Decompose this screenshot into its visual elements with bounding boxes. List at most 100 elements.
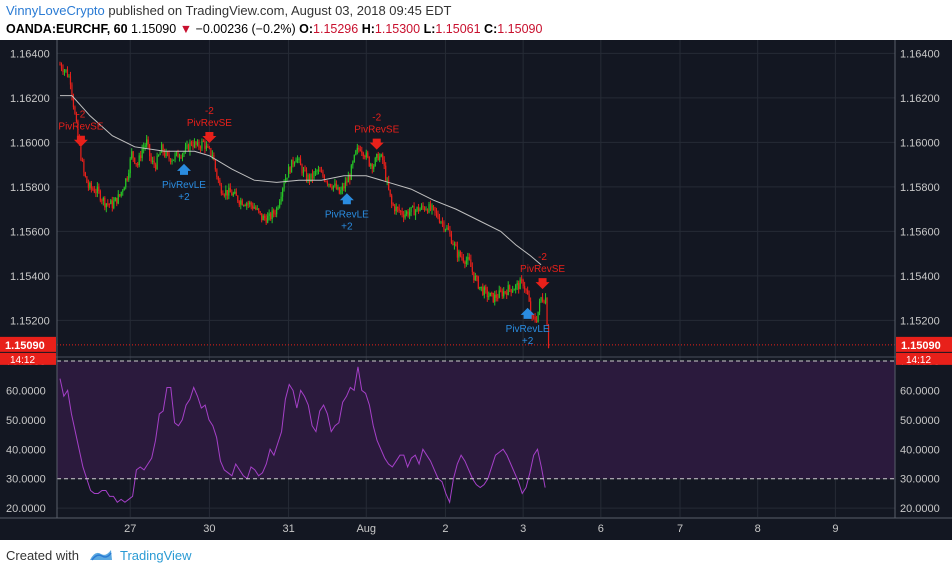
chart-area[interactable]: -2 PivRevSE -2 PivRevSE -2 PivRevSE -2 PivRevSE… bbox=[0, 40, 952, 540]
candle-body bbox=[202, 141, 205, 143]
time-tick-label: 31 bbox=[282, 523, 294, 535]
candle-body bbox=[535, 320, 538, 322]
candle-body bbox=[116, 197, 118, 204]
candle-body bbox=[386, 180, 388, 182]
candle-body bbox=[547, 325, 550, 348]
rsi-tick-left: 30.0000 bbox=[6, 474, 46, 486]
candle-body bbox=[382, 154, 384, 161]
candle-body bbox=[328, 184, 330, 186]
candle-body bbox=[274, 213, 276, 215]
candle-body bbox=[261, 213, 263, 221]
candle-body bbox=[434, 207, 436, 212]
candle-body bbox=[440, 221, 442, 223]
candle-body bbox=[205, 145, 208, 149]
candle-body bbox=[452, 243, 454, 245]
candle-body bbox=[477, 276, 479, 289]
candle-body bbox=[537, 311, 539, 322]
rsi-tick-left: 50.0000 bbox=[6, 415, 46, 427]
candle-body bbox=[401, 211, 403, 215]
short-signal-label: PivRevSE bbox=[520, 264, 565, 275]
candle-body bbox=[213, 155, 215, 161]
candle-body bbox=[228, 187, 230, 196]
candle-body bbox=[77, 121, 79, 136]
candle-body bbox=[258, 208, 260, 212]
candle-body bbox=[190, 142, 193, 145]
candle-body bbox=[450, 233, 453, 244]
price-tick-right: 1.15600 bbox=[900, 226, 940, 238]
candle-body bbox=[413, 206, 415, 216]
candle-body bbox=[388, 180, 390, 190]
tradingview-link[interactable]: TradingView bbox=[120, 548, 192, 563]
candle-body bbox=[119, 194, 121, 196]
high-label: H: bbox=[361, 22, 375, 36]
time-tick-label: 3 bbox=[520, 523, 526, 535]
candle-body bbox=[235, 191, 237, 196]
candle-body bbox=[489, 292, 491, 297]
candle-body bbox=[135, 163, 137, 165]
long-signal-count: +2 bbox=[341, 221, 353, 232]
candle-body bbox=[129, 158, 131, 174]
candle-body bbox=[126, 178, 128, 180]
long-signal-label: PivRevLE bbox=[506, 324, 550, 335]
candle-body bbox=[216, 169, 218, 177]
candle-body bbox=[243, 205, 245, 207]
candle-body bbox=[518, 283, 520, 290]
candle-body bbox=[416, 207, 418, 211]
candle-body bbox=[237, 195, 239, 202]
candle-body bbox=[169, 158, 172, 163]
candle-body bbox=[96, 186, 98, 193]
moving-average-line bbox=[60, 95, 542, 266]
candle-body bbox=[163, 152, 166, 157]
candle-body bbox=[534, 317, 536, 321]
low-label: L: bbox=[423, 22, 436, 36]
candle-body bbox=[198, 142, 200, 148]
candle-body bbox=[313, 172, 315, 179]
candle-body bbox=[404, 214, 406, 218]
candle-body bbox=[407, 211, 409, 216]
candle-body bbox=[462, 257, 464, 262]
candle-body bbox=[71, 84, 73, 96]
candle-body bbox=[128, 173, 130, 180]
candle-body bbox=[262, 215, 264, 221]
candle-body bbox=[304, 169, 306, 171]
time-tick-label: 30 bbox=[203, 523, 215, 535]
price-tick-left: 1.15600 bbox=[10, 226, 50, 238]
candle-body bbox=[171, 160, 173, 163]
close-label: C: bbox=[484, 22, 498, 36]
candle-body bbox=[438, 218, 441, 223]
candle-body bbox=[189, 142, 191, 151]
candle-body bbox=[155, 164, 157, 170]
short-signal-count: -2 bbox=[538, 252, 547, 263]
candle-body bbox=[166, 151, 169, 155]
candle-body bbox=[525, 289, 527, 291]
candle-body bbox=[513, 289, 515, 291]
author-link[interactable]: VinnyLoveCrypto bbox=[6, 3, 105, 18]
candle-body bbox=[361, 150, 363, 153]
candle-body bbox=[196, 142, 199, 145]
time-tick-label: 27 bbox=[124, 523, 136, 535]
candle-body bbox=[265, 218, 267, 223]
last-price: 1.15090 bbox=[131, 22, 177, 36]
candle-body bbox=[298, 158, 300, 160]
long-signal-label: PivRevLE bbox=[325, 209, 369, 220]
short-signal-count: -2 bbox=[372, 113, 381, 124]
candle-body bbox=[287, 167, 290, 178]
axes: 1.16400 1.16400 1.16200 1.16200 1.16000 1.160… bbox=[6, 48, 940, 535]
candle-body bbox=[214, 160, 216, 170]
candle-body bbox=[352, 161, 354, 166]
candle-body bbox=[497, 297, 499, 299]
candle-body bbox=[290, 159, 293, 173]
candle-body bbox=[268, 213, 270, 217]
candle-body bbox=[449, 229, 451, 234]
candle-body bbox=[123, 187, 125, 191]
candle-body bbox=[528, 294, 530, 302]
candle-body bbox=[186, 144, 188, 148]
rsi-tick-right: 20.0000 bbox=[900, 503, 940, 515]
low-value: 1.15061 bbox=[435, 22, 481, 36]
price-tick-right: 1.15400 bbox=[900, 271, 940, 283]
candle-body bbox=[340, 189, 342, 194]
rsi-line bbox=[59, 366, 546, 505]
candle-body bbox=[150, 156, 152, 162]
candle-body bbox=[428, 204, 430, 213]
